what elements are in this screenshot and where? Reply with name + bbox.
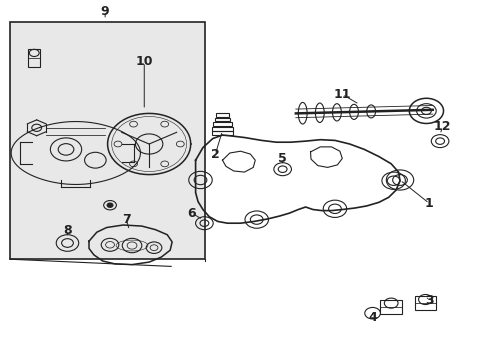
Bar [213,122,231,126]
Bar [414,296,435,310]
Text: 4: 4 [367,311,376,324]
FancyBboxPatch shape [10,22,205,259]
Text: 8: 8 [63,224,72,237]
Text: 7: 7 [122,213,130,226]
Text: 6: 6 [187,207,196,220]
Text: 9: 9 [101,5,109,18]
Text: 1: 1 [424,197,433,210]
Text: 5: 5 [278,152,286,165]
Bar [216,113,228,117]
Text: 2: 2 [210,148,219,161]
Text: 11: 11 [333,88,350,101]
Text: 10: 10 [135,55,153,68]
Text: 12: 12 [433,120,450,133]
Circle shape [107,203,113,207]
Bar [28,49,40,67]
Bar [211,127,233,131]
Bar [380,300,401,314]
Bar [214,118,230,121]
Text: 3: 3 [424,294,433,307]
Bar [211,131,233,135]
